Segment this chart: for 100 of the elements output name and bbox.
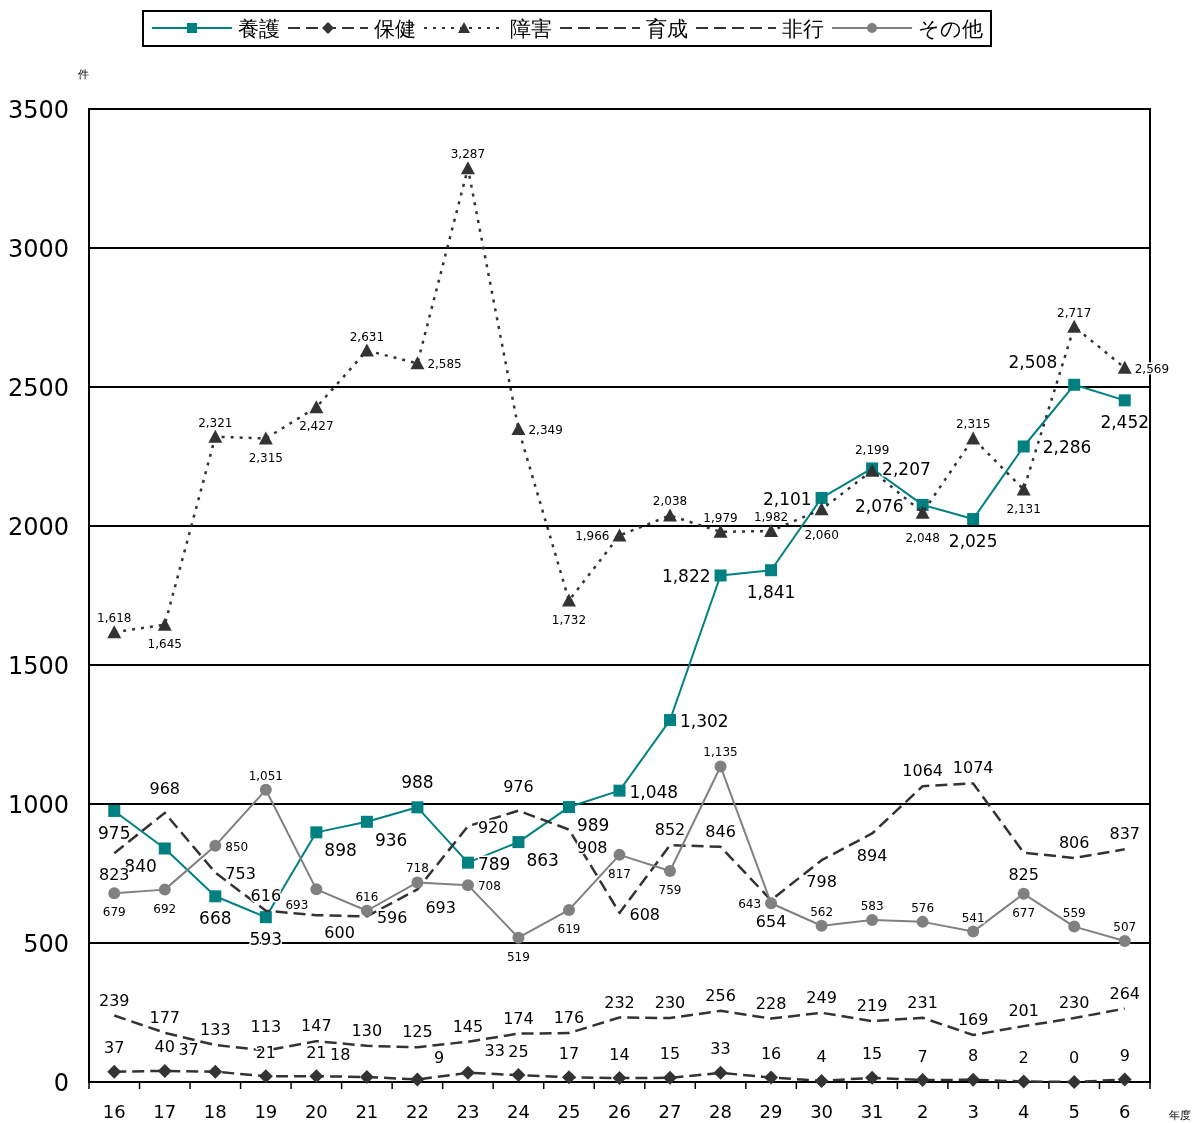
- point: [461, 856, 474, 869]
- data-label: 33: [710, 1039, 731, 1059]
- point: [309, 400, 324, 414]
- data-label: 2,038: [652, 494, 688, 509]
- data-label: 2,207: [882, 459, 931, 480]
- point: [1117, 360, 1132, 374]
- data-label: 806: [1058, 832, 1090, 852]
- data-label: 507: [1113, 920, 1137, 935]
- data-label: 596: [376, 907, 408, 927]
- data-label: 1,135: [703, 745, 738, 760]
- data-label: 174: [503, 1008, 534, 1028]
- point: [107, 1064, 122, 1079]
- y-tick-label: 2500: [7, 374, 69, 402]
- point: [714, 569, 727, 582]
- point: [1118, 394, 1131, 407]
- data-label: 219: [856, 996, 888, 1016]
- data-label: 201: [1008, 1001, 1039, 1021]
- point: [1117, 1072, 1132, 1087]
- data-label: 2,060: [804, 527, 839, 542]
- point: [1016, 1074, 1031, 1089]
- data-label: 113: [250, 1017, 282, 1037]
- point: [815, 919, 828, 932]
- point: [157, 1063, 172, 1078]
- point: [359, 343, 374, 357]
- data-label: 1,302: [680, 711, 729, 732]
- data-label: 25: [508, 1041, 529, 1061]
- point: [664, 714, 677, 727]
- data-label: 1,979: [703, 510, 738, 525]
- data-label: 177: [149, 1007, 181, 1027]
- data-label: 239: [98, 990, 130, 1010]
- data-label: 2,508: [1008, 351, 1058, 372]
- data-label: 2,286: [1042, 437, 1092, 458]
- point: [360, 904, 373, 917]
- data-label: 15: [861, 1044, 883, 1064]
- data-label: 2,315: [248, 450, 284, 465]
- point: [765, 564, 778, 577]
- data-label: 125: [402, 1022, 433, 1042]
- data-label: 692: [153, 901, 177, 916]
- data-label: 147: [301, 1016, 332, 1036]
- data-label: 3,287: [450, 147, 486, 162]
- data-label: 1,051: [248, 768, 284, 783]
- x-tick-label: 29: [759, 1101, 783, 1122]
- point: [460, 161, 475, 175]
- point: [310, 883, 323, 896]
- data-label: 9: [433, 1047, 445, 1067]
- x-tick-label: 19: [254, 1101, 278, 1122]
- data-label: 1074: [952, 758, 994, 778]
- point: [1118, 935, 1131, 948]
- data-label: 2,321: [198, 415, 233, 430]
- data-label: 654: [755, 912, 787, 932]
- point: [1068, 378, 1081, 391]
- legend-label: その他: [918, 17, 983, 41]
- point: [512, 836, 525, 849]
- data-label: 968: [149, 779, 181, 799]
- point: [916, 915, 929, 928]
- point: [157, 617, 172, 631]
- point: [310, 826, 323, 839]
- x-tick-label: 30: [810, 1101, 834, 1122]
- data-label: 852: [654, 820, 686, 840]
- data-label: 825: [1008, 864, 1039, 884]
- data-label: 228: [755, 993, 787, 1013]
- data-label: 616: [355, 889, 379, 904]
- data-label: 894: [856, 845, 888, 865]
- point: [764, 524, 779, 537]
- data-label: 600: [324, 923, 355, 943]
- x-tick-label: 25: [557, 1101, 581, 1122]
- y-tick-label: 1000: [7, 791, 69, 819]
- x-tick-label: 6: [1119, 1101, 1131, 1122]
- point: [511, 421, 526, 435]
- data-label: 908: [576, 837, 608, 857]
- data-label: 1,841: [746, 582, 796, 603]
- data-label: 559: [1062, 905, 1086, 920]
- data-label: 1,982: [753, 510, 789, 524]
- data-label: 232: [604, 992, 635, 1012]
- point: [410, 1072, 425, 1087]
- x-tick-label: 21: [355, 1101, 379, 1122]
- point: [663, 1070, 678, 1085]
- data-label: 693: [425, 897, 456, 917]
- data-label: 837: [1109, 824, 1141, 844]
- point: [1067, 1075, 1082, 1089]
- data-label: 249: [806, 987, 837, 1007]
- data-label: 718: [405, 861, 429, 876]
- point: [967, 513, 980, 526]
- point: [612, 528, 627, 542]
- data-label: 789: [477, 853, 511, 874]
- point: [714, 760, 727, 773]
- data-label: 230: [654, 993, 686, 1013]
- y-tick-label: 2000: [7, 513, 69, 541]
- point: [259, 911, 272, 924]
- data-label: 576: [911, 900, 935, 915]
- data-label: 2,631: [349, 329, 385, 344]
- data-label: 169: [957, 1010, 989, 1030]
- x-tick-label: 28: [709, 1101, 732, 1122]
- data-label: 7: [917, 1046, 928, 1066]
- data-label: 753: [225, 864, 256, 884]
- y-tick-label: 3000: [7, 235, 69, 263]
- x-tick-label: 20: [304, 1101, 328, 1122]
- point: [1017, 440, 1030, 453]
- data-label: 264: [1109, 983, 1141, 1003]
- point: [966, 431, 981, 445]
